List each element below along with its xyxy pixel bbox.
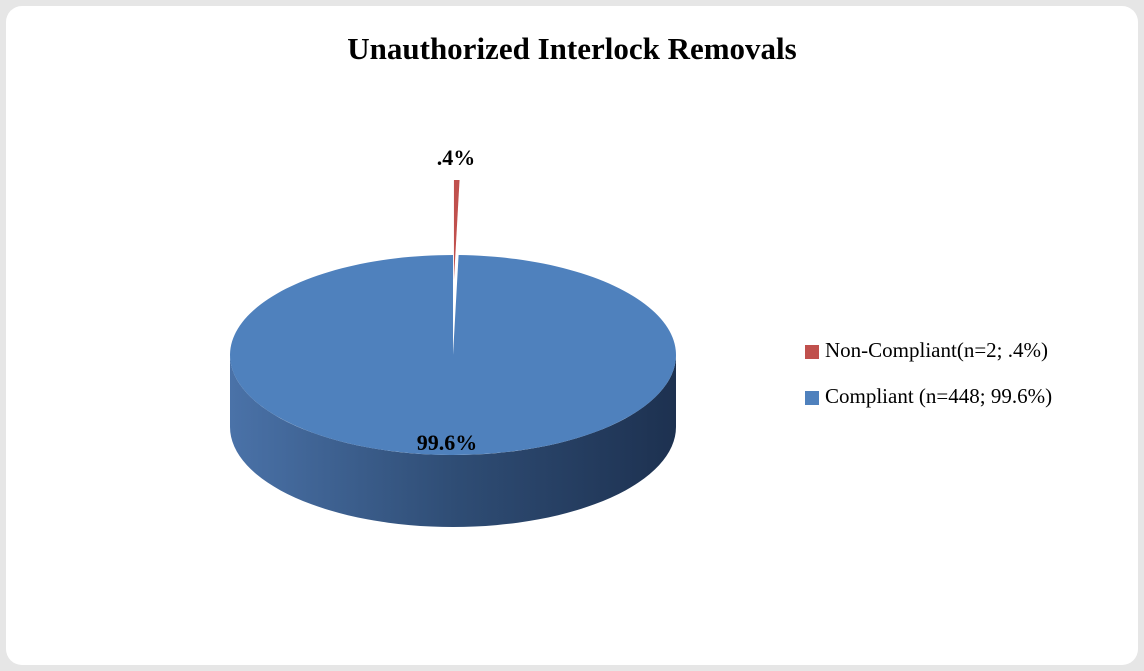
legend: Non-Compliant(n=2; .4%) Compliant (n=448;…	[805, 338, 1052, 408]
legend-swatch	[805, 391, 819, 405]
data-label: .4%	[437, 145, 476, 170]
legend-label: Non-Compliant(n=2; .4%)	[825, 338, 1048, 362]
pie: .4% 99.6%	[229, 145, 676, 527]
data-label: 99.6%	[417, 430, 478, 455]
pie-slice	[453, 180, 460, 281]
pie-side	[230, 355, 676, 527]
chart-title: Unauthorized Interlock Removals	[347, 31, 796, 66]
pie-slice	[229, 255, 676, 455]
legend-swatch	[805, 345, 819, 359]
legend-label: Compliant (n=448; 99.6%)	[825, 384, 1052, 408]
